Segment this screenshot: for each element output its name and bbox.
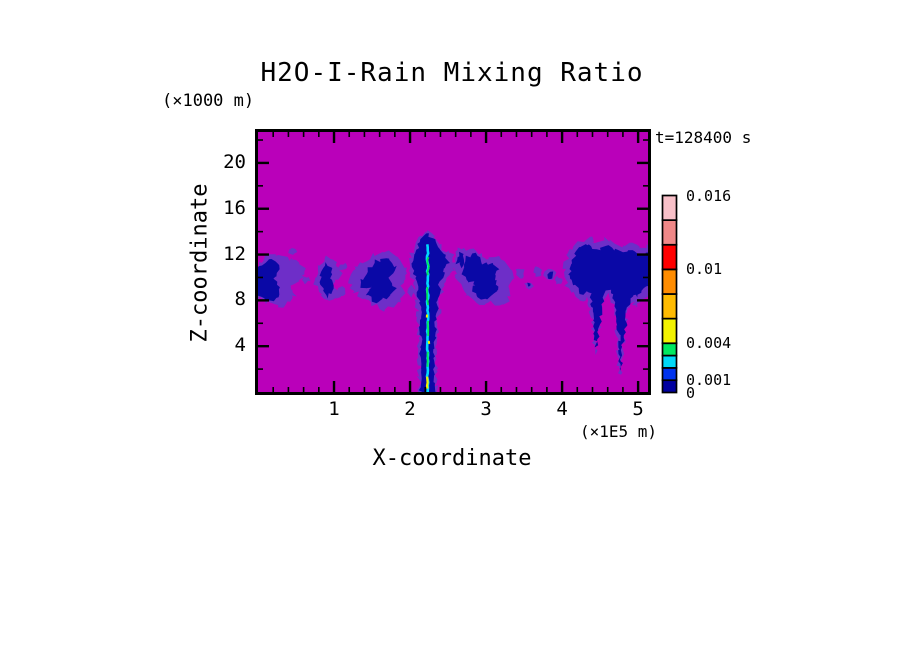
column-core-streak [426, 351, 430, 367]
column-core-streak [426, 320, 430, 336]
band-patch-left-edge-core [258, 259, 280, 302]
colorbar-label: 0.016 [686, 186, 732, 205]
x-axis-unit-label: (×1E5 m) [579, 422, 657, 441]
x-tick-label: 4 [556, 398, 568, 420]
colorbar-segment [661, 342, 678, 357]
colorbar-label: 0 [686, 383, 696, 402]
rain-speck [302, 276, 311, 285]
x-tick-label: 1 [328, 398, 340, 420]
y-axis-unit-label: (×1000 m) [162, 91, 255, 111]
y-tick-label: 20 [223, 150, 246, 173]
plot-area [255, 129, 651, 395]
convective-column-core [411, 233, 450, 392]
x-axis-title: X-coordinate [372, 446, 532, 471]
rain-speck-core [527, 282, 531, 288]
colorbar-segment [661, 317, 678, 345]
rain-speck [338, 262, 348, 271]
colorbar-segment [661, 243, 678, 271]
rain-speck-core [547, 271, 554, 280]
virga-cluster-right-core [568, 244, 648, 371]
colorbar-label: 0.01 [686, 260, 723, 279]
x-tick-label: 5 [632, 398, 644, 420]
anvil-lobe-core [455, 251, 465, 269]
band-patch-b-core [360, 258, 397, 304]
colorbar-segment [661, 293, 678, 320]
band-patch-a-core [319, 262, 334, 299]
column-core-streak [425, 376, 429, 389]
colorbar-segment [661, 354, 678, 369]
colorbar-segment [661, 367, 678, 382]
x-tick-label: 2 [404, 398, 416, 420]
rain-speck [337, 286, 346, 296]
rain-speck [533, 266, 543, 277]
colorbar-label: 0.004 [686, 334, 732, 353]
rain-speck [294, 266, 305, 276]
rain-speck [288, 248, 298, 255]
y-axis-title: Z-coordinate [187, 183, 213, 343]
colorbar-segment [661, 379, 678, 394]
heatmap-svg [258, 132, 648, 392]
time-annotation: t=128400 s [655, 128, 752, 147]
column-core-streak [426, 286, 429, 306]
colorbar-segment [661, 194, 678, 221]
rain-speck [524, 282, 534, 290]
rain-speck [554, 275, 563, 285]
x-tick-label: 3 [480, 398, 492, 420]
colorbar [661, 194, 678, 394]
colorbar-segment [661, 219, 678, 246]
rain-speck [515, 268, 525, 279]
rain-speck [407, 284, 415, 298]
chart-title: H2O-I-Rain Mixing Ratio [260, 58, 644, 88]
colorbar-label: 0.001 [686, 371, 732, 390]
band-patch-c-core [461, 252, 500, 300]
colorbar-segment [661, 268, 678, 295]
column-core-streak [426, 256, 430, 276]
